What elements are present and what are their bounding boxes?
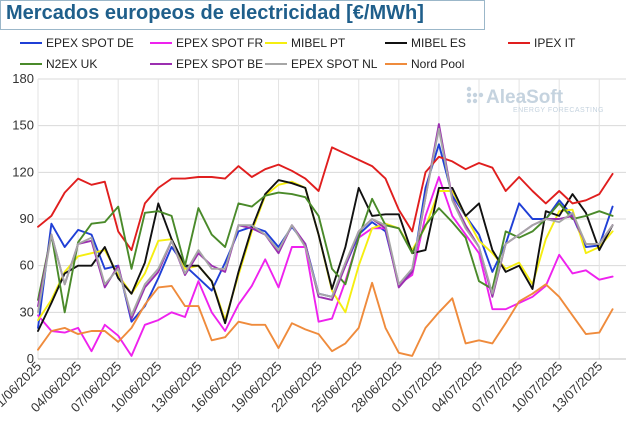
legend-label: Nord Pool	[411, 57, 464, 71]
y-tick-label: 0	[27, 351, 34, 366]
legend-label: MIBEL PT	[291, 36, 346, 50]
series-line-epex-spot-nl	[37, 127, 614, 317]
chart-grid	[37, 78, 626, 360]
chart-title: Mercados europeos de electricidad [€/MWh…	[6, 2, 424, 24]
legend-label: MIBEL ES	[411, 36, 466, 50]
legend-label: EPEX SPOT NL	[291, 57, 378, 71]
series-line-ipex-it	[37, 146, 614, 252]
y-tick-label: 150	[12, 118, 34, 133]
legend-label: IPEX IT	[534, 36, 576, 50]
series-line-nord-pool	[37, 281, 614, 357]
aleasoft-watermark: AleaSoft ENERGY FORECASTING	[466, 86, 604, 114]
x-axis: 01/06/202504/06/202507/06/202510/06/2025…	[0, 359, 605, 416]
title-frame	[0, 0, 485, 30]
legend-label: EPEX SPOT FR	[176, 36, 263, 50]
y-tick-label: 30	[20, 304, 34, 319]
y-tick-label: 60	[20, 258, 34, 273]
watermark-brand: AleaSoft	[486, 87, 564, 108]
legend-label: EPEX SPOT BE	[176, 57, 263, 71]
y-tick-label: 120	[12, 164, 34, 179]
legend-label: EPEX SPOT DE	[46, 36, 134, 50]
y-tick-label: 180	[12, 71, 34, 86]
chart-legend: EPEX SPOT DE EPEX SPOT FR MIBEL PT MIBEL ES…	[20, 36, 576, 71]
series-lines	[37, 123, 614, 357]
y-axis: 0 30 60 90 120 150 180	[12, 71, 34, 366]
watermark-tagline: ENERGY FORECASTING	[513, 107, 604, 114]
legend-label: N2EX UK	[46, 57, 97, 71]
series-line-mibel-es	[37, 179, 614, 332]
aleasoft-logo-icon	[466, 86, 484, 104]
y-tick-label: 90	[20, 211, 34, 226]
